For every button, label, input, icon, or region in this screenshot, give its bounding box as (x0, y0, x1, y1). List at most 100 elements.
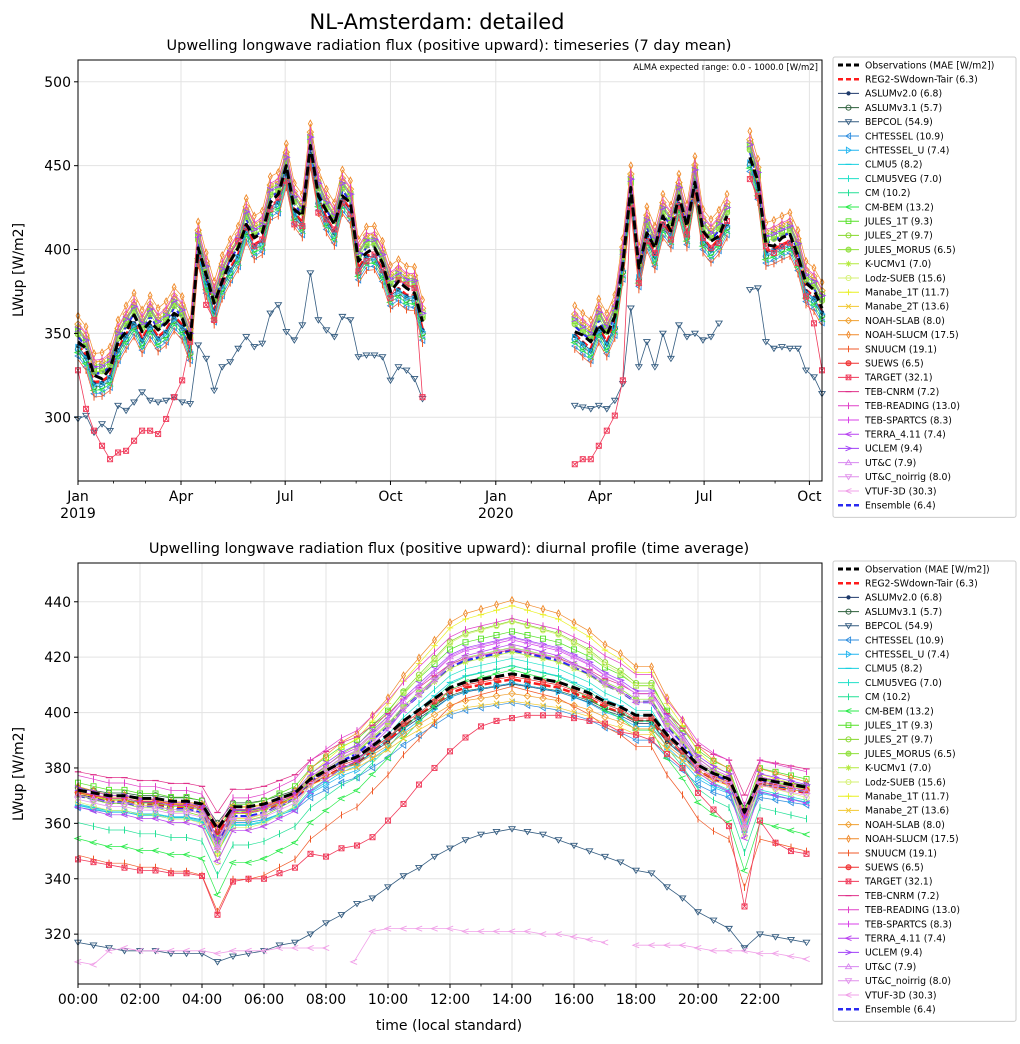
data-point (809, 374, 818, 381)
data-point (97, 386, 106, 393)
legend-marker (845, 260, 852, 267)
x-tick-label: 08:00 (306, 992, 346, 1008)
data-point (371, 236, 379, 243)
data-point (171, 394, 178, 401)
data-point (643, 211, 651, 219)
y-tick-label: 500 (44, 75, 71, 91)
legend-marker (844, 623, 853, 630)
data-point (82, 412, 91, 420)
data-point (298, 322, 307, 329)
y-tick-label: 360 (44, 816, 71, 832)
diurnal-ylabel: LWup [W/m2] (11, 727, 27, 821)
data-point (710, 806, 717, 813)
data-point (507, 645, 517, 652)
data-point (803, 850, 810, 857)
data-point (290, 800, 300, 807)
legend-marker (845, 104, 852, 111)
data-point (709, 775, 718, 782)
data-point (477, 694, 485, 703)
data-point (203, 280, 210, 289)
data-point (258, 340, 267, 348)
data-point (493, 700, 500, 707)
series-line (353, 928, 606, 963)
data-point (353, 760, 361, 769)
data-point (610, 397, 619, 405)
data-point (587, 626, 592, 636)
data-point (585, 848, 594, 855)
data-point (695, 774, 702, 783)
legend-label: TEB-CNRM (7.2) (864, 891, 939, 902)
data-point (371, 253, 379, 262)
data-point (89, 807, 97, 814)
legend-entry: NOAH-SLAB (8.0) (838, 820, 945, 831)
data-point (555, 687, 563, 696)
series-line (749, 144, 823, 296)
legend-entry: TEB-SPARTCS (8.3) (838, 919, 952, 930)
data-point (89, 387, 98, 394)
data-point (130, 303, 139, 310)
data-point (338, 845, 345, 852)
x-tick-label: Jul (276, 489, 294, 505)
data-point (197, 855, 206, 862)
series-line (574, 180, 729, 344)
data-point (227, 267, 234, 276)
data-point (402, 270, 411, 279)
data-point (431, 678, 438, 686)
x-tick-label: Oct (378, 489, 403, 505)
data-point (770, 235, 778, 242)
data-point (601, 701, 609, 708)
data-point (724, 925, 734, 933)
data-point (167, 870, 175, 877)
data-point (809, 301, 818, 308)
data-point (250, 226, 259, 233)
data-point (323, 216, 330, 223)
data-point (619, 249, 628, 256)
legend-box (832, 56, 1017, 518)
x-tick-label: 04:00 (182, 992, 222, 1008)
legend-marker (844, 459, 853, 466)
data-point (399, 873, 408, 880)
data-point (631, 867, 641, 875)
legend-entry: TEB-CNRM (7.2) (838, 387, 939, 398)
data-point (229, 806, 238, 813)
data-point (355, 268, 362, 275)
data-point (403, 294, 411, 303)
data-point (266, 310, 275, 318)
data-point (346, 185, 355, 193)
timeseries-panel: Upwelling longwave radiation flux (posit… (11, 38, 827, 522)
data-point (651, 230, 659, 239)
data-point (258, 215, 267, 224)
data-point (555, 639, 562, 646)
data-point (331, 226, 338, 233)
legend-marker (845, 608, 852, 615)
data-point (290, 807, 299, 814)
data-point (259, 823, 268, 830)
data-point (461, 645, 470, 652)
data-point (242, 334, 251, 341)
data-point (166, 811, 176, 818)
data-point (430, 853, 439, 861)
legend-marker (845, 246, 852, 253)
data-point (368, 739, 377, 746)
data-point (694, 789, 702, 796)
data-point (98, 383, 106, 390)
data-point (211, 309, 218, 318)
data-point (114, 330, 123, 337)
legend-marker (844, 636, 852, 644)
legend-marker (845, 949, 853, 956)
data-point (321, 776, 330, 783)
legend-entry: BEPCOL (54.9) (838, 117, 933, 128)
data-point (431, 698, 438, 705)
data-point (306, 788, 314, 795)
series-line (77, 618, 807, 829)
data-point (130, 323, 138, 330)
data-point (322, 327, 331, 334)
data-point (678, 942, 686, 949)
data-point (383, 755, 392, 762)
series-line (77, 637, 807, 848)
legend-label: REG2-SWdown-Tair (6.3) (865, 579, 978, 590)
data-point (715, 214, 723, 223)
data-point (538, 648, 547, 655)
legend-marker (844, 204, 852, 210)
data-point (171, 315, 178, 324)
